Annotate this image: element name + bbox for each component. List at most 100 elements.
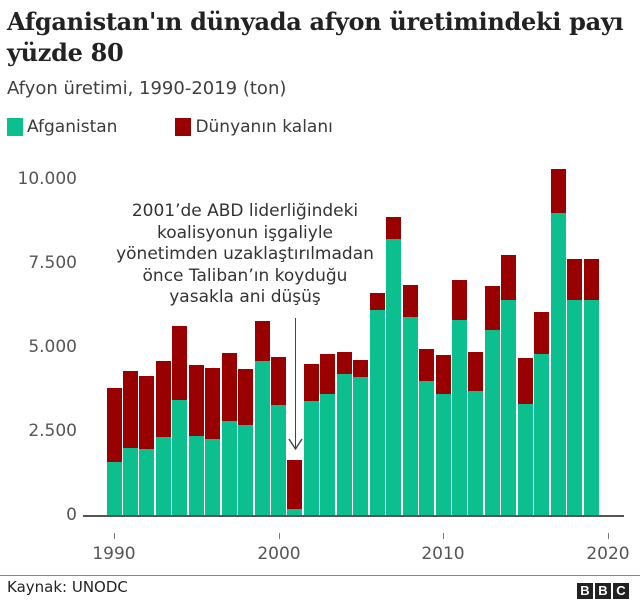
bar-segment-afghanistan — [451, 320, 467, 515]
chart-title: Afganistan'ın dünyada afyon üretimindeki… — [7, 7, 624, 67]
bar-segment-rest-of-world — [303, 364, 319, 401]
bar-segment-rest-of-world — [155, 360, 171, 437]
bar-1993 — [155, 360, 171, 515]
bar-segment-afghanistan — [484, 330, 500, 515]
bar-1999 — [254, 321, 270, 515]
bar-segment-rest-of-world — [468, 352, 484, 391]
annotation-line-3: yönetimden uzaklaştırılmadan — [116, 244, 374, 264]
x-tick-mark-2010 — [443, 533, 444, 539]
legend-label-afghanistan: Afganistan — [27, 117, 118, 137]
bar-2005 — [353, 359, 369, 515]
bar-segment-rest-of-world — [238, 368, 254, 425]
bar-segment-rest-of-world — [419, 348, 435, 381]
bar-segment-afghanistan — [369, 310, 385, 515]
bar-segment-afghanistan — [271, 404, 286, 515]
bar-segment-afghanistan — [303, 400, 319, 515]
bar-1991 — [122, 370, 138, 515]
bar-segment-rest-of-world — [172, 326, 188, 401]
bar-segment-rest-of-world — [320, 354, 336, 395]
x-tick-2020: 2020 — [586, 544, 630, 564]
bar-segment-afghanistan — [254, 361, 270, 515]
bar-segment-afghanistan — [501, 299, 517, 515]
bar-segment-rest-of-world — [287, 460, 303, 509]
legend-item-rest-of-world: Dünyanın kalanı — [175, 117, 333, 137]
bar-2016 — [534, 311, 550, 515]
annotation-line-1: 2001’de ABD liderliğindeki — [131, 201, 359, 221]
bar-2004 — [336, 352, 352, 515]
bar-2011 — [451, 280, 467, 515]
x-tick-mark-1990 — [114, 533, 115, 539]
bar-segment-afghanistan — [435, 394, 451, 515]
y-tick-2500: 2.500 — [28, 421, 77, 441]
bar-1997 — [221, 353, 237, 515]
bar-segment-afghanistan — [583, 299, 599, 515]
bar-segment-rest-of-world — [205, 368, 221, 440]
x-tick-mark-2020 — [608, 533, 609, 539]
bar-segment-afghanistan — [550, 212, 566, 515]
bar-segment-afghanistan — [402, 316, 418, 515]
bar-1990 — [106, 387, 122, 515]
source-label: Kaynak: UNODC — [7, 578, 128, 596]
bar-segment-rest-of-world — [139, 375, 155, 449]
bar-1995 — [188, 365, 204, 515]
bbc-logo-letter-b2: B — [595, 583, 611, 599]
bar-segment-afghanistan — [106, 462, 122, 515]
bar-segment-rest-of-world — [501, 254, 517, 300]
x-tick-2000: 2000 — [257, 544, 301, 564]
legend: Afganistan Dünyanın kalanı — [7, 117, 391, 137]
bar-2008 — [402, 285, 418, 515]
bar-2014 — [501, 254, 517, 515]
bar-segment-rest-of-world — [188, 365, 204, 437]
bar-segment-afghanistan — [468, 390, 484, 515]
annotation-line-2: koalisyonun işgaliyle — [156, 222, 334, 243]
legend-swatch-rest-of-world — [175, 118, 192, 136]
bar-segment-rest-of-world — [106, 387, 122, 463]
bar-1992 — [139, 375, 155, 515]
bar-segment-afghanistan — [238, 424, 254, 515]
bar-segment-afghanistan — [205, 439, 221, 515]
bar-2012 — [468, 352, 484, 515]
bar-segment-rest-of-world — [336, 352, 352, 374]
bar-segment-rest-of-world — [484, 286, 500, 331]
bar-segment-afghanistan — [188, 436, 204, 515]
annotation-line-5: yasakla ani düşüş — [169, 287, 321, 307]
bar-2013 — [484, 286, 500, 515]
bar-2019 — [583, 259, 599, 515]
bar-segment-rest-of-world — [353, 359, 369, 378]
bar-segment-afghanistan — [386, 239, 402, 515]
bar-1994 — [172, 326, 188, 515]
legend-swatch-afghanistan — [7, 118, 23, 136]
bar-segment-afghanistan — [320, 394, 336, 515]
bar-2003 — [320, 354, 336, 515]
bar-segment-rest-of-world — [122, 370, 138, 449]
x-tick-2010: 2010 — [421, 544, 465, 564]
bar-2009 — [419, 348, 435, 515]
bar-1996 — [205, 368, 221, 515]
bar-segment-afghanistan — [172, 400, 188, 515]
bar-segment-afghanistan — [353, 377, 369, 515]
annotation-2001: 2001’de ABD liderliğindeki koalisyonun i… — [100, 201, 390, 309]
bar-2000 — [271, 357, 286, 515]
y-tick-10000: 10.000 — [17, 169, 77, 189]
bar-2006 — [369, 292, 385, 515]
chart-subtitle: Afyon üretimi, 1990-2019 (ton) — [7, 78, 287, 99]
bbc-logo: B B C — [575, 583, 629, 599]
bar-segment-rest-of-world — [583, 259, 599, 300]
annotation-line-4: önce Taliban’ın koyduğu — [142, 265, 348, 286]
annotation-arrow-line — [295, 318, 296, 448]
legend-label-rest-of-world: Dünyanın kalanı — [195, 117, 333, 137]
x-axis-line — [83, 515, 624, 517]
bar-segment-rest-of-world — [517, 358, 533, 405]
bar-2010 — [435, 355, 451, 515]
bar-segment-rest-of-world — [271, 357, 286, 405]
bar-segment-rest-of-world — [369, 292, 385, 311]
bbc-logo-letter-c: C — [613, 583, 629, 599]
bar-segment-afghanistan — [567, 299, 583, 515]
bar-segment-afghanistan — [122, 448, 138, 515]
footer-divider — [0, 575, 640, 576]
bar-segment-rest-of-world — [402, 285, 418, 317]
bar-2001 — [287, 460, 303, 515]
bar-2007 — [386, 216, 402, 515]
bar-2017 — [550, 168, 566, 515]
